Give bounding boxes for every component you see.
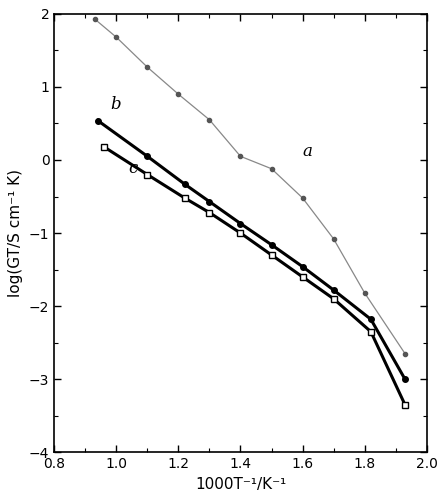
Text: b: b <box>110 96 121 113</box>
Text: a: a <box>302 144 313 160</box>
Text: c: c <box>129 160 138 177</box>
X-axis label: 1000T⁻¹/K⁻¹: 1000T⁻¹/K⁻¹ <box>195 476 286 492</box>
Y-axis label: log(GT/S cm⁻¹ K): log(GT/S cm⁻¹ K) <box>8 169 23 297</box>
